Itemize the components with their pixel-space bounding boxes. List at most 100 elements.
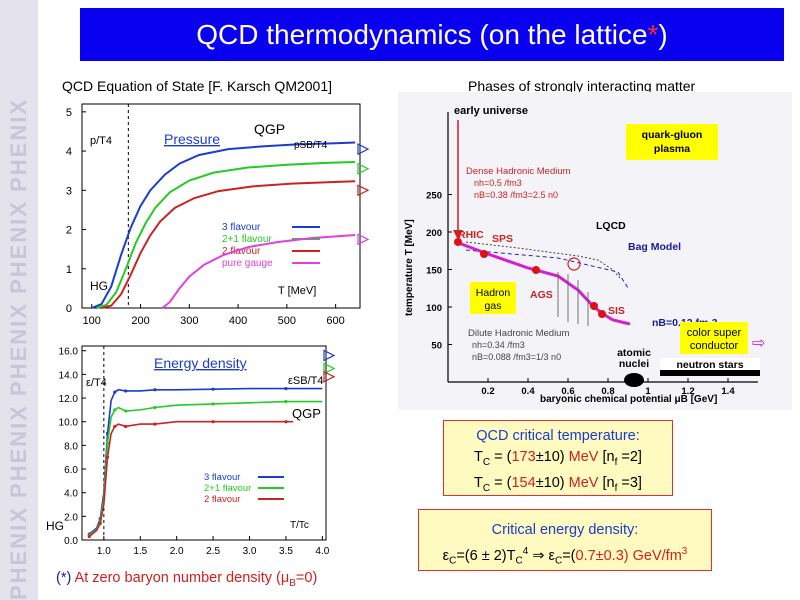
bag-model-line bbox=[465, 249, 629, 289]
energy-point-0 bbox=[284, 386, 288, 391]
pressure-y-tick-label: 0 bbox=[66, 303, 72, 315]
energy-point-1 bbox=[113, 408, 117, 412]
energy-series-2 bbox=[88, 420, 294, 538]
pressure-title: Pressure bbox=[164, 131, 220, 147]
phase-y-tick-label: 100 bbox=[426, 303, 442, 314]
nf-sub-2: f bbox=[614, 482, 618, 494]
nf-2: [n bbox=[598, 474, 615, 491]
tc-symbol-2: T bbox=[474, 474, 483, 491]
sis-point-2 bbox=[598, 310, 606, 318]
energy-point-1 bbox=[105, 441, 110, 445]
neutron-stars-box bbox=[660, 358, 760, 370]
footnote: (*) At zero baryon number density (μB=0) bbox=[56, 570, 317, 589]
pressure-legend-label-2: 2 flavour bbox=[222, 246, 261, 257]
vertical-lines bbox=[557, 272, 589, 326]
eps-sub-2: C bbox=[554, 555, 563, 567]
energy-sb-arrow-1 bbox=[323, 362, 336, 375]
eps-1: ε bbox=[442, 547, 450, 564]
early-universe-label: early universe bbox=[454, 105, 528, 117]
exp-4: 4 bbox=[522, 546, 529, 557]
critical-point bbox=[567, 257, 581, 271]
energy-x-tick-label: 4.0 bbox=[315, 546, 329, 557]
neutron-stars-bar bbox=[660, 370, 760, 376]
nf-end-1: =2] bbox=[617, 449, 642, 465]
energy-point-2 bbox=[105, 455, 110, 459]
footnote-text: At zero baryon number density ( bbox=[71, 570, 281, 586]
arrow-icon: ⇨ bbox=[752, 335, 765, 352]
energy-point-1 bbox=[124, 409, 128, 413]
expr-2-val: 0.7±0.3 bbox=[575, 547, 624, 564]
phase-ylabel: temperature T [MeV] bbox=[404, 219, 415, 316]
slide-title: QCD thermodynamics (on the lattice *) bbox=[80, 8, 784, 61]
pressure-legend-label-0: 3 flavour bbox=[222, 222, 261, 233]
pressure-y-tick-label: 5 bbox=[66, 107, 72, 119]
unit-1: MeV bbox=[564, 449, 599, 465]
phase-diagram: 0.2 0.4 0.6 0.8 1 1.2 1.4 50 100 150 200 250 temper… bbox=[398, 92, 792, 410]
nf-1: [n bbox=[598, 449, 615, 465]
energy-point-0 bbox=[211, 387, 215, 391]
pressure-sb-arrow-2 bbox=[357, 184, 370, 197]
energy-y-tick-label: 6.0 bbox=[64, 465, 78, 476]
neutron-stars-label: neutron stars bbox=[676, 359, 743, 371]
crit-temp-label: QCD critical temperature: bbox=[476, 428, 640, 444]
footnote-sub: B bbox=[289, 577, 296, 589]
pm-2: ± bbox=[535, 474, 544, 491]
nucleus-blob bbox=[624, 373, 644, 387]
energy-xlabel: T/Tc bbox=[290, 520, 309, 531]
hadron-gas-box bbox=[470, 282, 516, 314]
energy-density-chart: 1.0 1.5 2.0 2.5 3.0 3.5 4.0 0.0 2.0 4.0 6.0 8.0 10.0… bbox=[46, 345, 336, 557]
energy-y-tick-label: 8.0 bbox=[64, 441, 78, 452]
atomic-nuclei-1: atomic bbox=[617, 347, 651, 359]
energy-y-tick-label: 10.0 bbox=[59, 418, 79, 429]
energy-point-0 bbox=[113, 390, 117, 394]
energy-point-0 bbox=[124, 389, 128, 393]
energy-point-2 bbox=[284, 420, 288, 424]
pressure-y-tick-label: 4 bbox=[66, 146, 72, 158]
crit-temp-line2: TC = (154±10) MeV [nf =3] bbox=[444, 473, 672, 499]
energy-hg: HG bbox=[46, 519, 64, 533]
nf-end-2: =3] bbox=[617, 474, 642, 491]
energy-legend-label-1: 2+1 flavour bbox=[204, 483, 251, 494]
dilute-nb: nB=0.088 /fm3=1/3 n0 bbox=[472, 352, 561, 362]
energy-x-tick-label: 3.5 bbox=[279, 546, 293, 557]
pressure-qgp: QGP bbox=[254, 121, 285, 137]
phase-y-tick-label: 150 bbox=[426, 266, 442, 277]
ags-label: AGS bbox=[530, 289, 553, 301]
energy-x-tick-label: 1.5 bbox=[133, 546, 147, 557]
pressure-sb-arrow-1 bbox=[357, 162, 370, 175]
pm: ± bbox=[535, 449, 544, 465]
energy-point-2 bbox=[87, 534, 91, 539]
expr-2-post: ) GeV/fm bbox=[623, 547, 682, 564]
pressure-ylabel: p/T4 bbox=[90, 135, 112, 147]
energy-point-2 bbox=[98, 521, 102, 526]
left-caption: QCD Equation of State [F. Karsch QM2001] bbox=[62, 78, 333, 94]
energy-point-2 bbox=[153, 422, 157, 426]
pressure-series-3 bbox=[161, 234, 356, 309]
energy-y-tick-label: 0.0 bbox=[64, 536, 78, 547]
energy-y-tick-label: 12.0 bbox=[59, 394, 79, 405]
qgp-box bbox=[626, 124, 718, 160]
tc-sub-2: C bbox=[482, 482, 491, 494]
pressure-sb-arrow-0 bbox=[357, 143, 370, 156]
sis-point bbox=[590, 302, 598, 310]
pressure-x-tick-label: 500 bbox=[278, 315, 296, 327]
pressure-x-tick-label: 100 bbox=[83, 315, 101, 327]
critical-energy-box: Critical energy density: εC=(6 ± 2)TC4 ⇒… bbox=[418, 509, 712, 571]
sps-point bbox=[480, 250, 488, 258]
footnote-end: =0) bbox=[295, 570, 318, 586]
pressure-series-0 bbox=[91, 141, 356, 309]
footnote-star: (*) bbox=[56, 570, 72, 586]
rhic-point bbox=[454, 238, 462, 246]
logo-strip: PHENIX PHENIX PHENIX PHENIX PHENIX bbox=[0, 0, 38, 600]
phase-y-tick-label: 200 bbox=[426, 228, 442, 239]
energy-x-tick-label: 3.0 bbox=[243, 546, 257, 557]
bag-model-label: Bag Model bbox=[628, 241, 681, 253]
footnote-mu: μ bbox=[280, 570, 290, 586]
energy-point-2 bbox=[211, 420, 215, 424]
tc-symbol: T bbox=[474, 449, 483, 465]
energy-qgp: QGP bbox=[292, 406, 321, 421]
rhic-label: RHIC bbox=[458, 229, 484, 241]
pressure-xlabel: T [MeV] bbox=[278, 285, 316, 297]
eq-2: = ( bbox=[490, 474, 512, 491]
t-sub: C bbox=[515, 555, 523, 567]
